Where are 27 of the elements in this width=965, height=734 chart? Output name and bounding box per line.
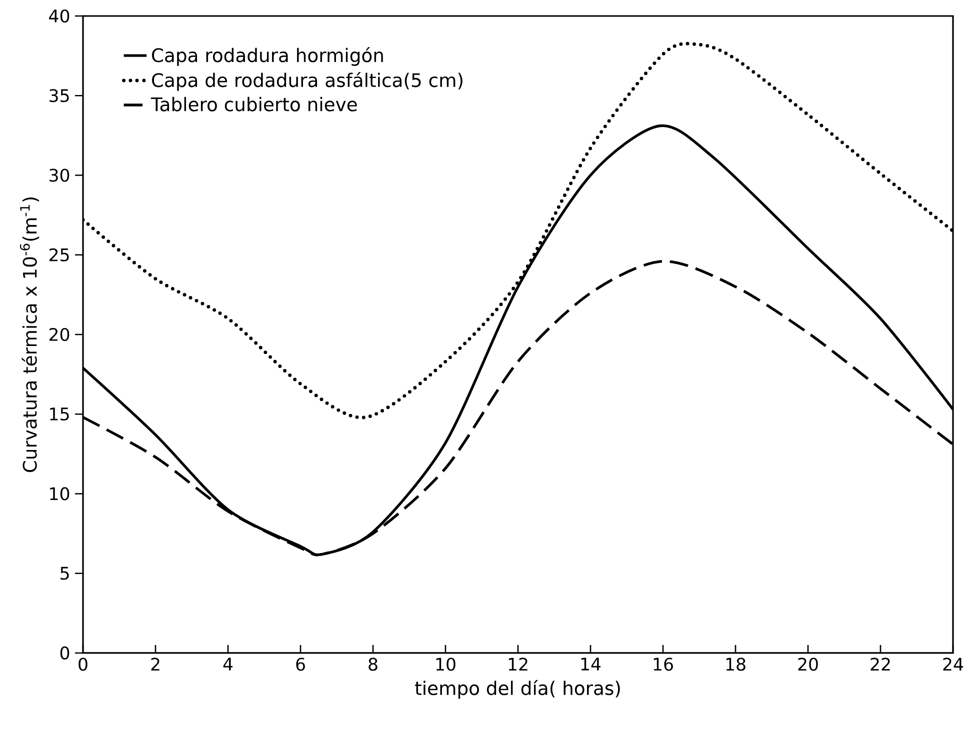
x-tick-label: 6 [296,658,305,671]
y-axis-title: Curvatura térmica x 10$^{-6}$(m$^{-1}$) [20,197,40,472]
x-tick-label: 0 [78,658,88,671]
x-tick-label: 24 [943,658,964,671]
x-tick-label: 8 [368,658,378,671]
y-tick-label: 40 [49,9,70,23]
x-tick-label: 2 [151,658,160,671]
y-tick-label: 0 [60,646,70,660]
x-tick-label: 22 [870,658,890,671]
legend-label: Capa rodadura hormigón [152,47,383,66]
y-tick-label: 25 [50,248,69,262]
y-tick-label: 20 [50,328,70,342]
legend-label: Capa de rodadura asfáltica(5 cm) [152,72,462,91]
legend-label: Tablero cubierto nieve [150,96,357,112]
x-tick-label: 14 [581,658,601,670]
x-tick-label: 18 [726,658,746,671]
x-axis-title: tiempo del día( horas) [415,680,620,699]
y-tick-label: 5 [60,566,69,580]
x-tick-label: 16 [654,658,673,671]
y-tick-label: 35 [50,89,69,102]
x-tick-label: 4 [223,658,233,670]
x-tick-label: 12 [508,658,528,671]
y-tick-label: 15 [50,408,69,421]
x-tick-label: 10 [436,658,456,671]
y-tick-label: 10 [50,487,70,500]
y-tick-label: 30 [50,168,70,182]
x-tick-label: 20 [798,658,818,671]
